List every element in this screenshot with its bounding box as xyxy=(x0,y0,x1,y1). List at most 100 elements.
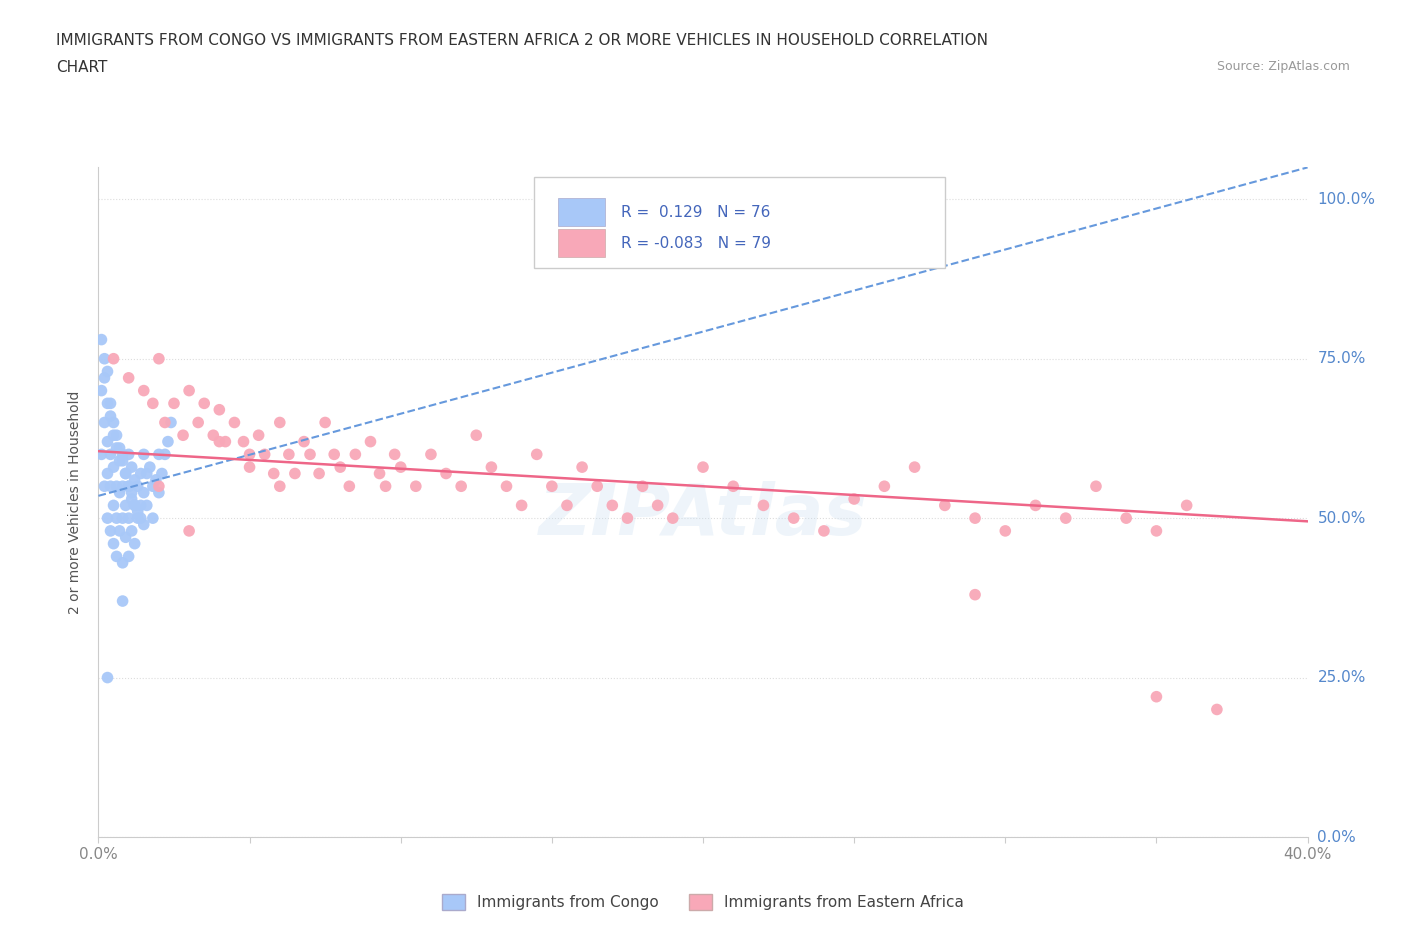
Point xyxy=(873,479,896,494)
Point xyxy=(465,428,488,443)
Point xyxy=(247,428,270,443)
Point xyxy=(813,524,835,538)
Point xyxy=(114,530,136,545)
Point xyxy=(96,671,118,685)
Point xyxy=(111,555,134,570)
Point xyxy=(1085,479,1108,494)
Point xyxy=(114,466,136,481)
Point xyxy=(177,524,201,538)
Point xyxy=(124,537,146,551)
Point xyxy=(118,549,141,564)
Point xyxy=(434,466,457,481)
Point xyxy=(148,352,170,366)
Point xyxy=(602,498,624,512)
Point xyxy=(96,511,118,525)
Point xyxy=(93,352,115,366)
Point xyxy=(571,459,593,474)
Point xyxy=(150,466,173,481)
Point xyxy=(329,459,352,474)
Point xyxy=(284,466,307,481)
Point xyxy=(108,485,131,500)
Point xyxy=(100,524,122,538)
Point xyxy=(323,447,346,462)
FancyBboxPatch shape xyxy=(534,178,945,268)
Point xyxy=(208,403,231,418)
Point xyxy=(1206,702,1229,717)
Point xyxy=(555,498,578,512)
Point xyxy=(93,415,115,430)
Point xyxy=(121,492,143,507)
Point xyxy=(100,479,122,494)
Point xyxy=(208,434,231,449)
Point xyxy=(142,479,165,494)
Point xyxy=(127,511,149,525)
Legend: Immigrants from Congo, Immigrants from Eastern Africa: Immigrants from Congo, Immigrants from E… xyxy=(436,888,970,916)
Point xyxy=(118,479,141,494)
Point xyxy=(292,434,315,449)
Point xyxy=(114,466,136,481)
Point xyxy=(111,447,134,462)
Point xyxy=(103,459,125,474)
Point xyxy=(96,364,118,379)
Point xyxy=(163,396,186,411)
Point xyxy=(96,466,118,481)
Point xyxy=(1144,689,1167,704)
Text: 0.0%: 0.0% xyxy=(1317,830,1357,844)
Point xyxy=(692,459,714,474)
Text: Source: ZipAtlas.com: Source: ZipAtlas.com xyxy=(1216,60,1350,73)
Point xyxy=(129,498,152,512)
Point xyxy=(142,396,165,411)
Point xyxy=(127,504,149,519)
Point xyxy=(647,498,669,512)
Point xyxy=(93,370,115,385)
Point xyxy=(314,415,336,430)
Point xyxy=(277,447,299,462)
Point xyxy=(526,447,548,462)
Text: R =  0.129   N = 76: R = 0.129 N = 76 xyxy=(621,205,770,219)
FancyBboxPatch shape xyxy=(558,229,605,257)
Point xyxy=(368,466,391,481)
Point xyxy=(139,459,162,474)
Point xyxy=(132,383,155,398)
Point xyxy=(616,511,638,525)
Point xyxy=(142,511,165,525)
Point xyxy=(177,383,201,398)
Point xyxy=(934,498,956,512)
Point xyxy=(782,511,804,525)
Point xyxy=(904,459,927,474)
Point xyxy=(121,524,143,538)
Point xyxy=(105,428,128,443)
Point xyxy=(308,466,330,481)
Point xyxy=(100,408,122,423)
Point xyxy=(108,524,131,538)
Point xyxy=(100,396,122,411)
Point xyxy=(105,479,128,494)
Point xyxy=(510,498,533,512)
Point xyxy=(132,485,155,500)
Point xyxy=(135,498,157,512)
Point xyxy=(148,447,170,462)
Point xyxy=(239,459,262,474)
Point xyxy=(132,517,155,532)
Point xyxy=(419,447,441,462)
Point xyxy=(384,447,406,462)
Point xyxy=(156,434,179,449)
Point xyxy=(450,479,472,494)
Point xyxy=(114,498,136,512)
Point xyxy=(263,466,285,481)
Point xyxy=(193,396,215,411)
Point xyxy=(586,479,609,494)
Point xyxy=(148,485,170,500)
Point xyxy=(111,593,134,608)
Point xyxy=(374,479,396,494)
Point xyxy=(405,479,427,494)
Point xyxy=(124,498,146,512)
Point xyxy=(103,428,125,443)
Point xyxy=(118,479,141,494)
Text: ZIPAtlas: ZIPAtlas xyxy=(538,481,868,550)
Point xyxy=(965,587,987,602)
Point xyxy=(124,498,146,512)
Point xyxy=(118,447,141,462)
Point xyxy=(631,479,654,494)
Point xyxy=(145,472,167,487)
